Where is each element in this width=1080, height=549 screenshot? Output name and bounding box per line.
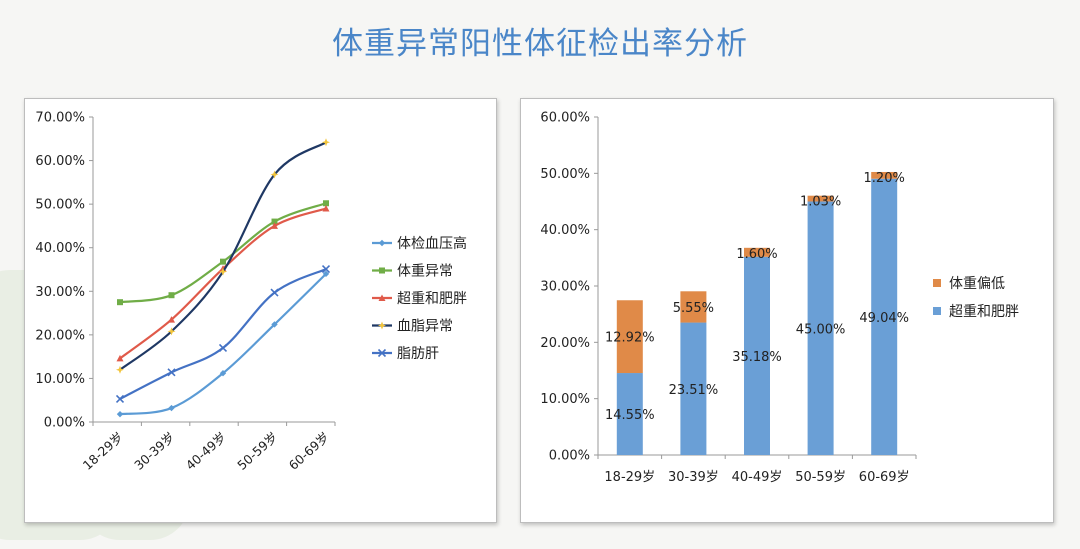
bar-segment [680,322,707,455]
bar-chart-panel: 0.00% 10.00% 20.00% 30.00% 40.00% 50.00% 60.00… [520,98,1054,523]
data-label: 1.60% [736,247,777,262]
y-tick-label: 30.00% [540,280,590,295]
legend-label: 超重和肥胖 [397,291,467,307]
bar-segment [680,291,707,323]
data-point [219,370,227,377]
legend-label: 超重和肥胖 [949,304,1019,320]
page-title: 体重异常阳性体征检出率分析 [332,26,748,62]
y-tick-label: 0.00% [44,416,85,431]
legend-label: 体检血压高 [397,235,467,252]
data-point [117,299,123,306]
data-point [167,327,176,336]
y-tick-label: 60.00% [540,111,590,126]
x-tick-label: 50-59岁 [234,429,280,473]
legend-marker [377,348,387,358]
legend-marker [378,294,386,301]
data-point [270,170,279,179]
x-tick-label: 30-39岁 [131,429,177,473]
data-point [270,288,279,297]
x-tick-label: 18-29岁 [604,470,655,485]
data-point [323,200,329,207]
data-point [322,138,330,147]
series-line [119,207,327,360]
data-point [168,404,175,412]
bar-segment [871,171,898,179]
data-label: 23.51% [669,383,719,398]
y-tick-label: 10.00% [35,372,85,387]
data-point [218,343,228,352]
legend-label: 体重偏低 [949,276,1005,292]
data-point [167,368,176,377]
x-tick-label: 30-39岁 [668,470,719,485]
data-point [116,365,124,374]
x-tick-label: 60-69岁 [286,429,332,473]
data-label: 45.00% [796,322,846,337]
legend-label: 体重异常 [397,264,453,280]
bar-segment [744,247,770,257]
data-point [322,205,330,212]
data-point [168,316,175,323]
y-tick-label: 40.00% [35,241,85,256]
stacked-bar-chart: 0.00% 10.00% 20.00% 30.00% 40.00% 50.00% 60.00… [540,111,1019,486]
y-tick-label: 20.00% [35,328,85,343]
bar-segment [616,373,643,455]
bar-segment [807,201,834,455]
x-tick-label: 60-69岁 [859,470,910,485]
data-point [116,354,124,362]
x-tick-label: 50-59岁 [795,470,846,485]
data-point [116,410,124,418]
legend-label: 脂肪肝 [397,346,439,362]
y-tick-label: 60.00% [35,154,85,169]
data-point [321,264,331,274]
legend-swatch [933,279,941,287]
series-line [119,268,327,400]
data-point [271,218,278,225]
data-point [168,292,175,299]
legend-label: 血脂异常 [397,319,453,335]
y-tick-label: 40.00% [540,223,590,238]
legend-marker [378,239,386,247]
series-line [119,273,327,416]
data-label: 1.03% [800,195,841,210]
bar-segment [807,195,834,202]
y-tick-label: 0.00% [549,449,590,464]
data-point [219,267,227,276]
y-tick-label: 50.00% [35,198,85,213]
data-label: 14.55% [605,408,655,423]
data-label: 12.92% [605,331,655,346]
legend-marker [379,267,385,274]
data-label: 1.20% [864,171,905,186]
data-point [271,222,278,229]
line-chart: 0.00% 10.00% 20.00% 30.00% 40.00% 50.00% 60.00… [35,111,467,473]
bar-segment [871,178,898,455]
bar-segment [744,256,770,455]
data-label: 49.04% [859,311,909,326]
bar-segment [616,300,643,374]
x-tick-label: 18-29岁 [80,429,126,473]
data-label: 35.18% [732,350,782,365]
data-point [115,394,125,403]
x-tick-label: 40-49岁 [732,470,783,485]
y-tick-label: 30.00% [35,285,85,300]
y-tick-label: 70.00% [35,111,85,126]
legend-swatch [933,307,941,315]
y-tick-label: 10.00% [540,392,590,407]
data-label: 5.55% [673,301,714,316]
line-chart-panel: 0.00% 10.00% 20.00% 30.00% 40.00% 50.00% 60.00… [24,98,497,523]
x-tick-label: 40-49岁 [183,429,229,473]
data-point [220,258,226,265]
y-tick-label: 50.00% [540,167,590,182]
legend-marker [378,321,386,330]
y-tick-label: 20.00% [540,336,590,351]
data-point [271,321,278,328]
